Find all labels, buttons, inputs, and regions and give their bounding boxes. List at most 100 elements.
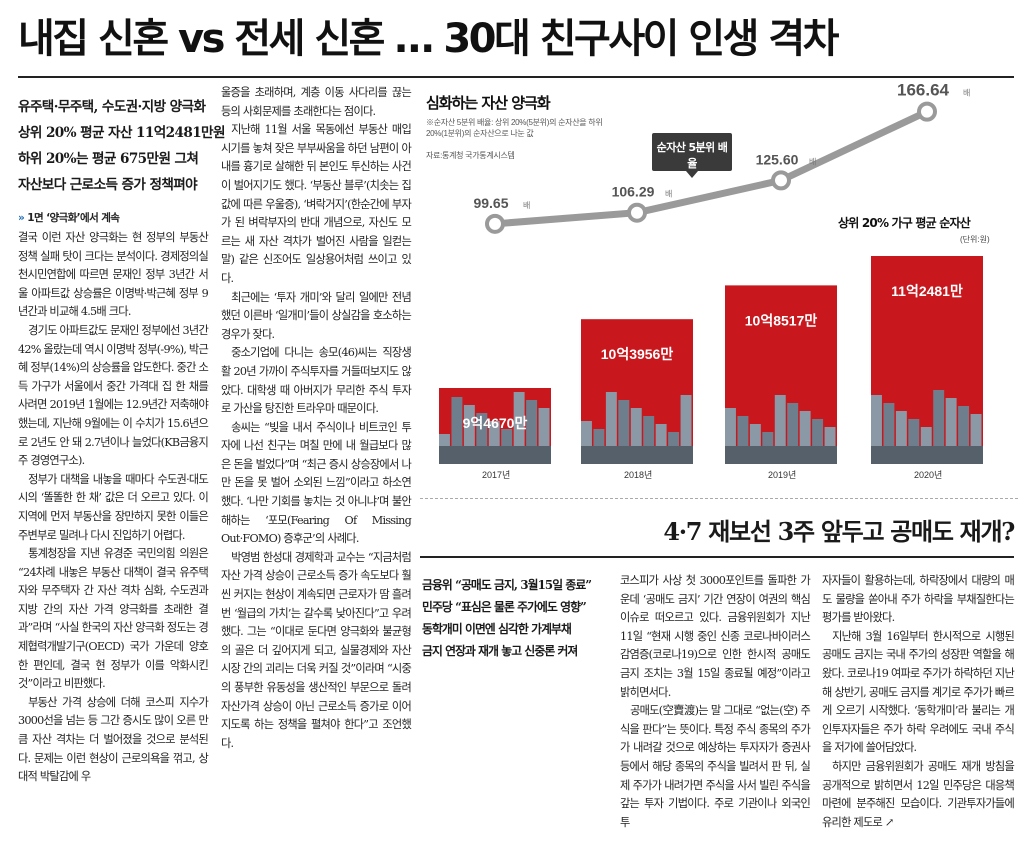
asset-polarization-chart: 9억4670만 10억3956만 10억8517만 11억2481만 99.65 배 106… (420, 80, 1018, 470)
skyline-building (725, 408, 736, 464)
article-body: 울증을 초래하며, 계층 이동 사다리를 끊는 등의 사회문제를 초래한다는 점… (221, 84, 412, 753)
skyline-base (725, 446, 837, 464)
subhead-line: 민주당 “표심은 물론 주가에도 영향” (422, 600, 587, 614)
skyline-building (883, 403, 895, 464)
headline-rule (18, 76, 1014, 78)
chart-x-axis: 2017년 2018년 2019년 2020년 (420, 468, 1018, 484)
skyline-building (643, 416, 655, 464)
skyline-building (920, 427, 932, 464)
section-divider (420, 498, 1018, 500)
skyline-building (488, 421, 500, 464)
body-paragraph: 자자들이 활용하는데, 하락장에서 대량의 매도 물량을 쏟아내 주가 하락을 … (822, 574, 1015, 625)
body-paragraph: 울증을 초래하며, 계층 이동 사다리를 끊는 등의 사회문제를 초래한다는 점… (221, 86, 412, 118)
apartment-skyline-icon (725, 395, 837, 464)
ratio-unit-label: 배 (963, 89, 970, 98)
chart-svg: 9억4670만 10억3956만 10억8517만 11억2481만 99.65 배 106… (439, 81, 983, 464)
legend-title: 순자산 5분위 배율 (656, 141, 728, 170)
body-paragraph: 경기도 아파트값도 문재인 정부에선 3년간 42% 올랐는데 역시 이명박 정… (18, 323, 209, 468)
body-paragraph: 송씨는 “빚을 내서 주식이나 비트코인 투자에 나선 친구는 며칠 만에 내 … (221, 420, 412, 546)
chart-source: 자료:통계청 국가통계시스템 (426, 151, 515, 160)
body-paragraph: 통계청장을 지낸 유경준 국민의힘 의원은 “24차례 내놓은 부동산 대책이 … (18, 547, 209, 691)
skyline-building (958, 406, 970, 464)
body-paragraph: 지난해 3월 16일부터 한시적으로 시행된 공매도 금지는 국내 주가의 성장… (822, 629, 1015, 755)
x-tick-label: 2017년 (482, 470, 511, 480)
ratio-unit-label: 배 (809, 157, 816, 166)
skyline-building (749, 424, 761, 464)
skyline-building (605, 392, 617, 464)
ratio-marker (771, 170, 791, 191)
skyline-building (945, 398, 957, 464)
skyline-building (655, 424, 667, 464)
skyline-building (812, 419, 824, 464)
chart-legend-callout: 순자산 5분위 배율 (※클수록 불평등) (652, 133, 732, 184)
subhead-line: 하위 20%는 평균 675만원 그쳐 (18, 151, 199, 167)
skyline-building (476, 413, 488, 464)
second-headline-rule (420, 556, 1014, 558)
skyline-building (581, 421, 592, 464)
x-tick-label: 2020년 (914, 470, 943, 480)
ratio-marker (917, 101, 937, 122)
skyline-building (933, 390, 945, 464)
skyline-building (871, 395, 882, 464)
body-paragraph: 지난해 11월 서울 목동에선 부동산 매입 시기를 놓쳐 잦은 부부싸움을 하… (221, 123, 412, 285)
skyline-building (895, 411, 907, 464)
subhead-line: 유주택·무주택, 수도권·지방 양극화 (18, 99, 206, 115)
second-article-headline: 4·7 재보선 3주 앞두고 공매도 재개? (663, 517, 1015, 546)
x-tick-label: 2019년 (768, 470, 797, 480)
body-paragraph: 박영범 한성대 경제학과 교수는 “지금처럼 자산 가격 상승이 근로소득 증가… (221, 550, 412, 750)
legend-subtitle: (※클수록 불평등) (660, 174, 724, 184)
apartment-skyline-icon (581, 392, 693, 464)
skyline-building (737, 416, 749, 464)
skyline-building (970, 414, 982, 464)
ratio-value-label: 106.29 (612, 184, 655, 200)
body-paragraph: 정부가 대책을 내놓을 때마다 수도권·대도시의 ‘똘똘한 한 채’ 값은 더 … (18, 472, 209, 542)
article-body: 코스피가 사상 첫 3000포인트를 돌파한 가운데 ‘공매도 금지’ 기간 연… (620, 572, 811, 832)
body-paragraph: 최근에는 ‘투자 개미’와 달리 일에만 전념했던 이른바 ‘일개미’들이 상실… (221, 290, 412, 341)
second-article-subhead-column: 금융위 “공매도 금지, 3월15일 종료” 민주당 “표심은 물론 주가에도 … (422, 572, 612, 662)
chart-note: ※순자산 5분위 배율: 상위 20%(5분위)의 순자산을 하위 20%(1분… (426, 118, 603, 138)
skyline-building (618, 400, 630, 464)
skyline-building (774, 395, 786, 464)
bar-unit-label: (단위:원) (960, 235, 990, 244)
body-paragraph: 부동산 가격 상승에 더해 코스피 지수가 3000선을 넘는 등 그간 증시도… (18, 695, 209, 784)
page-headline: 내집 신혼 vs 전세 신혼 … 30대 친구사이 인생 격차 (18, 16, 839, 62)
skyline-building (799, 411, 811, 464)
body-paragraph: 결국 이런 자산 양극화는 현 정부의 부동산 정책 실패 탓이 크다는 분석이… (18, 231, 209, 319)
apartment-skyline-icon (871, 390, 983, 464)
skyline-building (824, 427, 836, 464)
skyline-building (680, 395, 692, 464)
second-article-column-2: 자자들이 활용하는데, 하락장에서 대량의 매도 물량을 쏟아내 주가 하락을 … (822, 572, 1015, 832)
article-column-1: 유주택·무주택, 수도권·지방 양극화 상위 20% 평균 자산 11억2481… (18, 84, 225, 787)
bar-value-label: 10억3956만 (601, 346, 674, 362)
skyline-building (451, 397, 463, 464)
bar-value-label: 11억2481만 (891, 283, 963, 299)
ratio-value-label: 166.64 (897, 81, 950, 100)
ratio-unit-label: 배 (523, 201, 530, 210)
body-paragraph: 코스피가 사상 첫 3000포인트를 돌파한 가운데 ‘공매도 금지’ 기간 연… (620, 574, 811, 699)
article-subhead: 유주택·무주택, 수도권·지방 양극화 상위 20% 평균 자산 11억2481… (18, 94, 225, 198)
ratio-unit-label: 배 (665, 190, 672, 199)
skyline-building (908, 419, 920, 464)
article-body: 자자들이 활용하는데, 하락장에서 대량의 매도 물량을 쏟아내 주가 하락을 … (822, 572, 1015, 832)
skyline-building (513, 392, 525, 464)
bar-value-label: 9억4670만 (463, 415, 528, 431)
body-paragraph: 공매도(空賣渡)는 말 그대로 “없는(空) 주식을 판다”는 뜻이다. 특정 … (620, 704, 811, 829)
ratio-value-label: 125.60 (756, 151, 799, 167)
subhead-line: 금융위 “공매도 금지, 3월15일 종료” (422, 578, 592, 592)
skyline-base (581, 446, 693, 464)
second-article-column-1: 코스피가 사상 첫 3000포인트를 돌파한 가운데 ‘공매도 금지’ 기간 연… (620, 572, 811, 832)
subhead-line: 자산보다 근로소득 증가 정책펴야 (18, 177, 198, 193)
ratio-marker (627, 202, 647, 223)
skyline-building (526, 400, 538, 464)
article-body: 결국 이런 자산 양극화는 현 정부의 부동산 정책 실패 탓이 크다는 분석이… (18, 229, 209, 787)
second-article-subhead: 금융위 “공매도 금지, 3월15일 종료” 민주당 “표심은 물론 주가에도 … (422, 574, 612, 662)
apartment-skyline-icon (439, 392, 551, 464)
continued-label: 1면 ‘양극화’에서 계속 (27, 212, 120, 224)
skyline-building (630, 408, 642, 464)
subhead-line: 동학개미 이면엔 심각한 가계부채 (422, 622, 572, 636)
body-paragraph: 하지만 금융위원회가 공매도 재개 방침을 공개적으로 밝히면서 12일 민주당… (822, 759, 1015, 829)
bar-series-label: 상위 20% 가구 평균 순자산 (838, 216, 971, 230)
x-tick-label: 2018년 (624, 470, 653, 480)
body-paragraph: 중소기업에 다니는 송모(46)씨는 직장생활 20년 가까이 주식투자를 거들… (221, 346, 412, 416)
chart-title: 심화하는 자산 양극화 (426, 94, 551, 112)
